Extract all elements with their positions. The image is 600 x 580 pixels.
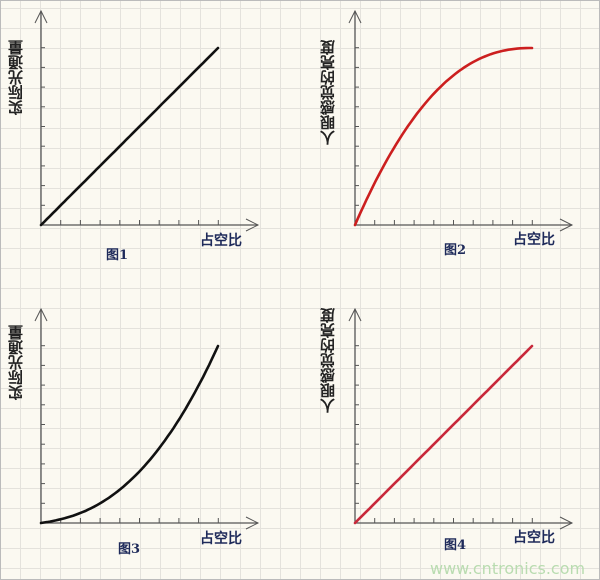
- chart3-curve: [39, 344, 220, 525]
- chart3-ylabel: 实际光通量: [7, 325, 25, 400]
- chart4-x-arrow: [559, 516, 574, 530]
- chart3-y-arrow: [34, 307, 48, 322]
- chart4-curve: [353, 344, 534, 525]
- chart3-x-arrow: [245, 516, 260, 530]
- chart1-ylabel: 实际光通量: [7, 40, 25, 115]
- chart2-curve: [353, 46, 534, 227]
- chart1-xlabel: 占空比: [200, 233, 242, 249]
- chart4-y-arrow: [348, 307, 362, 322]
- chart4-title: 图4: [444, 538, 467, 553]
- chart2-ylabel: 人眼感觉的亮度: [319, 40, 337, 145]
- chart3-xlabel: 占空比: [200, 531, 242, 547]
- chart3-title: 图3: [118, 542, 141, 557]
- chart2-xlabel: 占空比: [513, 232, 555, 248]
- watermark: www.cntronics.com: [430, 559, 586, 578]
- chart2-y-arrow: [348, 9, 362, 24]
- chart1-x-arrow: [245, 218, 260, 232]
- chart2-title: 图2: [444, 243, 467, 258]
- chart1-title: 图1: [106, 248, 129, 263]
- chart1-curve: [39, 46, 220, 227]
- chart4-xlabel: 占空比: [513, 530, 555, 546]
- chart2-x-arrow: [559, 218, 574, 232]
- chart1-y-arrow: [34, 9, 48, 24]
- chart4-ylabel: 人眼感觉的亮度: [319, 308, 337, 413]
